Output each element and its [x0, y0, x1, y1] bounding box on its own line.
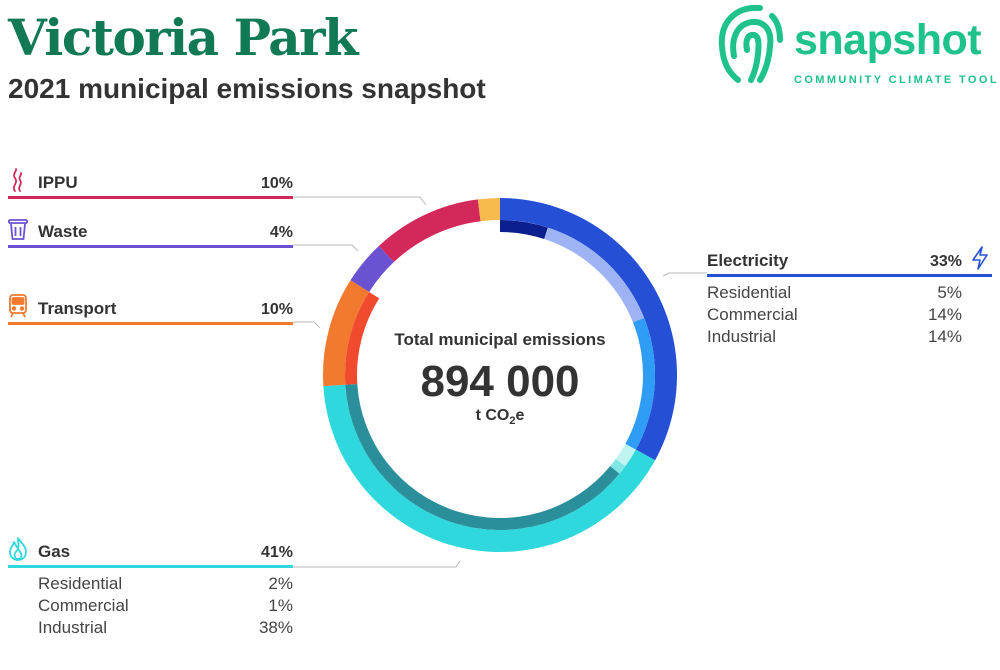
bin-icon — [8, 219, 28, 240]
category-ippu-label: IPPU — [38, 173, 78, 192]
center-label: Total municipal emissions — [394, 330, 605, 349]
sub-value: 5% — [937, 283, 962, 302]
logo-wordmark: snapshot — [794, 16, 982, 64]
category-electricity-header: Electricity 33% — [707, 246, 992, 277]
sub-label: Industrial — [707, 327, 776, 346]
sub-label: Industrial — [38, 618, 107, 637]
category-ippu-value: 10% — [260, 175, 293, 192]
gas-breakdown: Residential 2% Commercial 1% Industrial … — [8, 568, 293, 638]
sub-value: 14% — [927, 305, 962, 324]
inner-slice-gas-commercial — [610, 459, 626, 474]
electricity-breakdown: Residential 5% Commercial 14% Industrial… — [707, 277, 992, 347]
sub-value: 14% — [927, 327, 962, 346]
leader-line-waste — [293, 244, 359, 252]
inner-ring — [345, 220, 656, 530]
flame-icon — [9, 537, 27, 561]
sub-value: 2% — [268, 574, 293, 593]
donut-slice-other-5 — [477, 198, 500, 222]
inner-slice-transport-part-0 — [345, 291, 380, 385]
electricity-sub-commercial: Commercial 14% — [707, 303, 992, 325]
sub-value: 38% — [258, 618, 293, 637]
page-subtitle: 2021 municipal emissions snapshot — [8, 73, 486, 104]
gas-sub-industrial: Industrial 38% — [8, 616, 293, 638]
category-electricity: Electricity 33% Residential 5% Commercia… — [707, 246, 992, 347]
electricity-sub-residential: Residential 5% — [707, 281, 992, 303]
snapshot-logo: snapshot COMMUNITY CLIMATE TOOL — [710, 0, 1000, 90]
category-gas-header: Gas 41% — [8, 537, 293, 568]
category-transport-header: Transport 10% — [8, 294, 293, 325]
sub-label: Residential — [707, 283, 792, 302]
donut-slice-ippu — [378, 199, 481, 263]
category-gas: Gas 41% Residential 2% Commercial 1% Ind… — [8, 537, 293, 638]
sub-value: 1% — [268, 596, 293, 615]
donut-slice-electricity — [500, 198, 678, 461]
category-waste: Waste 4% — [8, 217, 293, 248]
leader-line-ippu — [293, 196, 427, 206]
leader-line-transport — [293, 321, 321, 329]
fingerprint-logo-icon — [718, 4, 783, 83]
category-gas-value: 41% — [260, 544, 293, 561]
category-waste-label: Waste — [38, 222, 88, 241]
donut-slice-waste — [350, 245, 394, 292]
category-waste-header: Waste 4% — [8, 217, 293, 248]
gas-sub-commercial: Commercial 1% — [8, 594, 293, 616]
center-unit: t CO2e — [476, 407, 525, 427]
category-waste-value: 4% — [269, 224, 293, 241]
sub-label: Commercial — [38, 596, 129, 615]
leader-line-electricity — [662, 272, 707, 277]
inner-slice-gas-residential — [615, 443, 636, 467]
category-gas-label: Gas — [38, 542, 71, 561]
category-electricity-value: 33% — [929, 253, 962, 270]
category-ippu-header: IPPU 10% — [8, 168, 293, 199]
electricity-sub-industrial: Industrial 14% — [707, 325, 992, 347]
inner-slice-electricity-industrial — [625, 317, 656, 450]
leader-lines — [293, 196, 707, 568]
inner-slice-electricity-commercial — [544, 227, 645, 323]
sub-label: Commercial — [707, 305, 798, 324]
inner-slice-electricity-residential — [500, 220, 548, 239]
train-icon — [9, 294, 27, 318]
category-transport-label: Transport — [38, 299, 117, 318]
smoke-icon — [12, 168, 23, 192]
sub-label: Residential — [38, 574, 123, 593]
donut-slice-gas — [323, 384, 656, 553]
page-title: Victoria Park — [8, 8, 359, 67]
leader-line-gas — [293, 560, 461, 568]
category-electricity-label: Electricity — [707, 251, 789, 270]
category-ippu: IPPU 10% — [8, 168, 293, 199]
outer-ring — [323, 198, 678, 553]
gas-sub-residential: Residential 2% — [8, 572, 293, 594]
category-transport: Transport 10% — [8, 294, 293, 325]
inner-slice-gas-industrial — [345, 383, 620, 530]
category-transport-value: 10% — [260, 301, 293, 318]
center-total-value: 894 000 — [420, 357, 579, 406]
donut-slice-transport — [323, 280, 370, 387]
lightning-icon — [972, 246, 988, 270]
logo-tagline: COMMUNITY CLIMATE TOOL — [794, 74, 999, 86]
